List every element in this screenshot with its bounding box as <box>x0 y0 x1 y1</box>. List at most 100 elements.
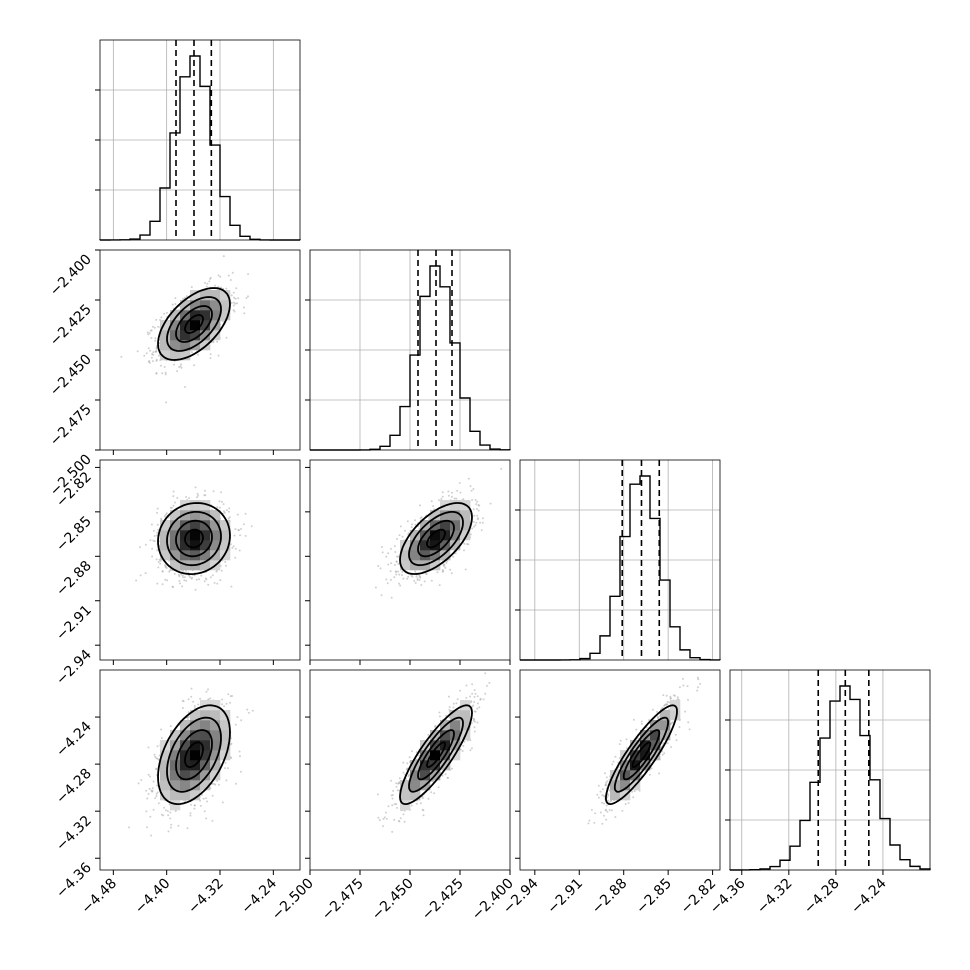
sample-point <box>395 560 398 563</box>
density-cell <box>210 720 221 731</box>
sample-point <box>155 359 158 362</box>
density-cell <box>160 780 171 791</box>
sample-point <box>430 500 433 503</box>
sample-point <box>471 527 474 530</box>
density-cell <box>430 560 441 571</box>
sample-point <box>414 570 416 573</box>
sample-point <box>473 710 476 713</box>
sample-point <box>183 576 186 579</box>
sample-point <box>161 372 164 375</box>
sample-point <box>148 332 151 335</box>
sample-point <box>153 540 156 543</box>
sample-point <box>166 579 169 582</box>
sample-point <box>225 287 228 290</box>
density-cell <box>200 330 211 341</box>
sample-point <box>607 799 610 802</box>
sample-point <box>684 710 687 713</box>
sample-point <box>467 477 470 480</box>
density-cell <box>160 330 171 341</box>
sample-point <box>236 302 238 305</box>
sample-point <box>419 802 422 805</box>
histogram-panel-3 <box>515 459 721 661</box>
sample-point <box>165 512 168 515</box>
density-cell <box>210 740 221 751</box>
sample-point <box>181 707 184 709</box>
panel-content <box>374 467 503 599</box>
sample-point <box>145 789 148 792</box>
sample-point <box>196 496 198 499</box>
density-cell <box>180 330 191 341</box>
sample-point <box>185 496 188 498</box>
sample-point <box>176 496 179 499</box>
histogram-panel-1 <box>95 39 301 241</box>
sample-point <box>174 501 176 504</box>
sample-point <box>416 579 419 581</box>
sample-point <box>466 543 469 545</box>
sample-point <box>154 339 157 342</box>
sample-point <box>401 535 404 538</box>
sample-point <box>448 695 450 698</box>
sample-point <box>665 694 668 697</box>
sample-point <box>240 528 242 530</box>
sample-point <box>221 801 224 804</box>
density-cell <box>200 290 211 301</box>
sample-point <box>391 797 394 800</box>
sample-point <box>205 285 208 288</box>
sample-point <box>151 547 154 550</box>
sample-point <box>476 721 479 724</box>
sample-point <box>430 791 433 794</box>
density-cell <box>170 790 181 801</box>
sample-point <box>661 706 664 709</box>
sample-point <box>470 489 473 492</box>
density-cell <box>420 770 431 781</box>
density-cell <box>180 520 191 531</box>
sample-point <box>234 556 237 559</box>
sample-point <box>599 811 602 814</box>
sample-point <box>385 578 388 581</box>
sample-point <box>461 750 464 752</box>
density-cell <box>200 500 211 511</box>
panel-content <box>587 676 702 825</box>
sample-point <box>159 364 162 367</box>
scatter-panel-3-2 <box>305 459 511 665</box>
sample-point <box>488 681 491 684</box>
sample-point <box>470 747 473 750</box>
contour-line <box>417 729 455 781</box>
density-cell <box>410 770 421 781</box>
density-cell <box>170 770 181 781</box>
sample-point <box>135 579 138 582</box>
density-cell <box>190 710 201 721</box>
sample-point <box>385 555 388 558</box>
sample-point <box>234 297 237 300</box>
sample-point <box>664 703 667 706</box>
sample-point <box>165 567 168 569</box>
sample-point <box>190 695 193 698</box>
sample-point <box>407 532 410 535</box>
x-tick-label: −4.48 <box>79 876 121 918</box>
sample-point <box>194 486 197 489</box>
density-cell <box>210 730 221 741</box>
sample-point <box>479 697 482 700</box>
sample-point <box>205 578 208 581</box>
sample-point <box>217 354 220 357</box>
sample-point <box>387 805 390 808</box>
density-cell <box>190 320 201 331</box>
sample-point <box>156 745 159 748</box>
sample-point <box>230 585 233 588</box>
density-cell <box>210 760 221 771</box>
sample-point <box>180 573 183 576</box>
sample-point <box>150 329 153 332</box>
sample-point <box>463 549 465 552</box>
sample-point <box>199 804 202 807</box>
sample-point <box>221 500 223 503</box>
sample-point <box>489 502 492 505</box>
density-cell <box>450 530 461 541</box>
sample-point <box>672 694 675 697</box>
sample-point <box>678 726 681 728</box>
sample-point <box>190 286 193 289</box>
sample-point <box>222 255 225 258</box>
sample-point <box>146 797 149 800</box>
density-cell <box>200 770 211 781</box>
sample-point <box>169 817 172 820</box>
histogram-panel-4 <box>725 669 931 871</box>
